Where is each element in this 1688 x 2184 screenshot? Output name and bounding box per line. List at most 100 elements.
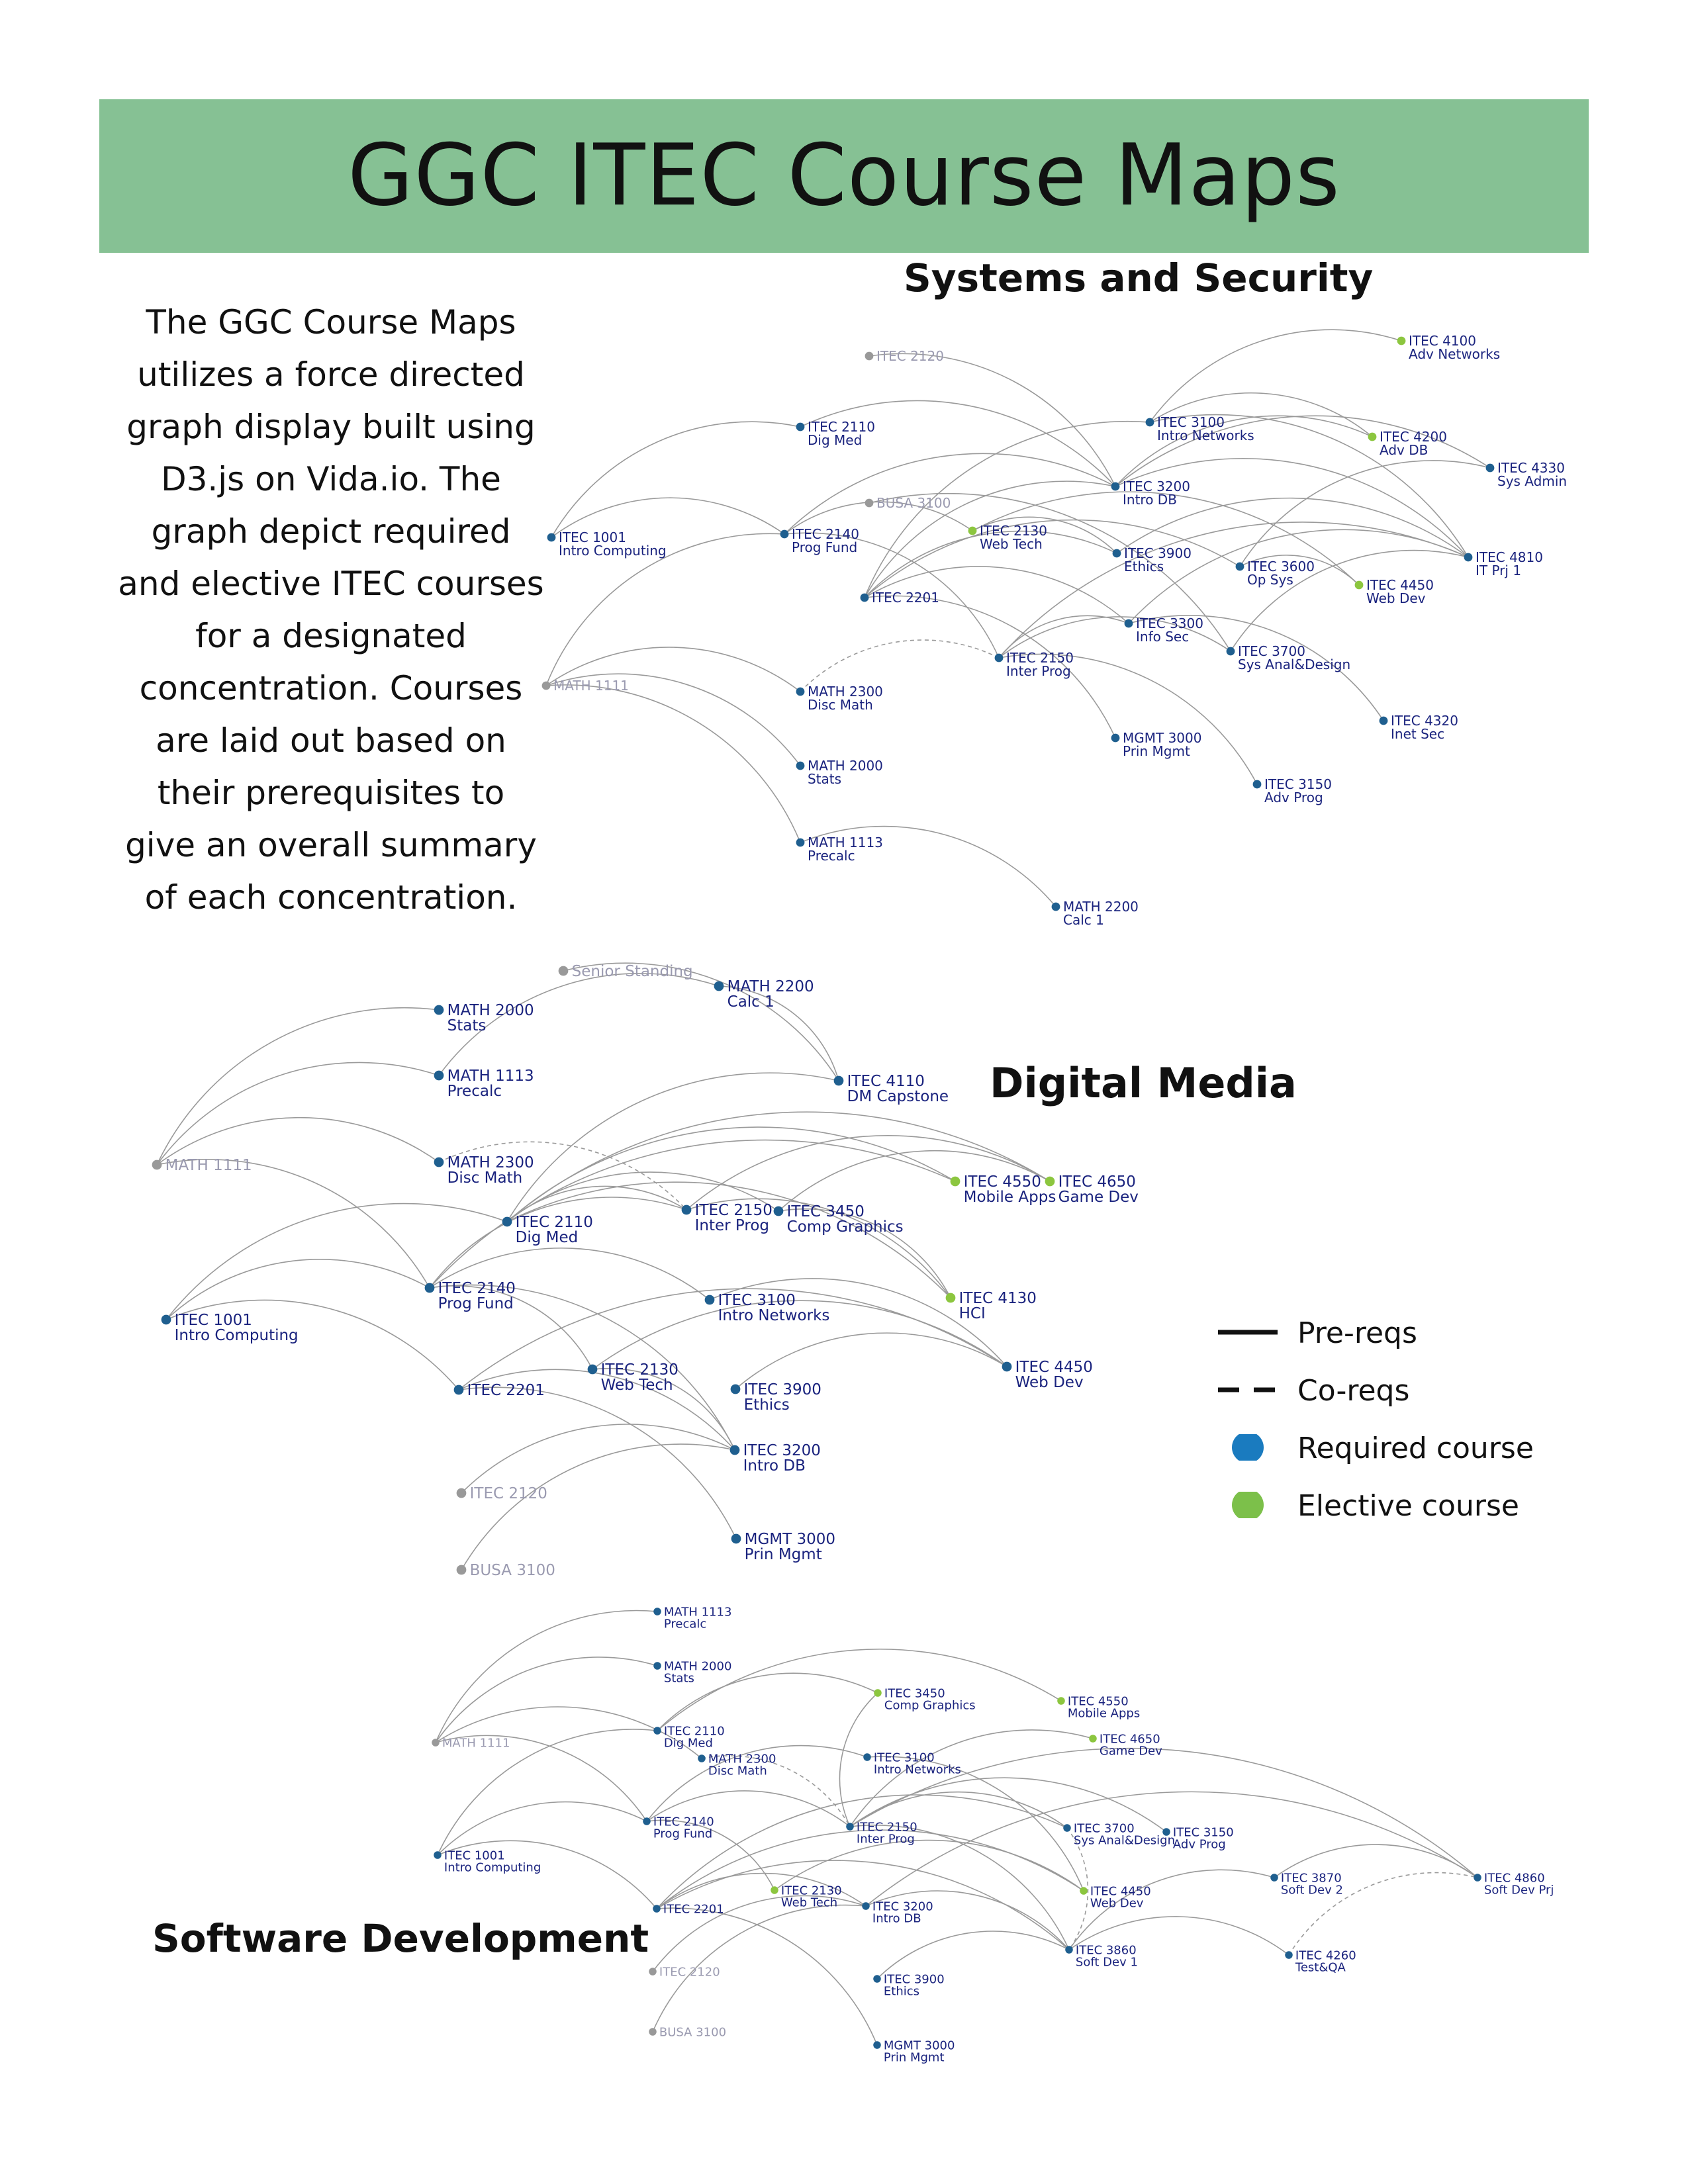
course-node-itec-2201[interactable]: ITEC 2201: [653, 1902, 724, 1916]
course-name: Inter Prog: [857, 1832, 915, 1846]
course-name: Dig Med: [516, 1229, 579, 1246]
course-node-itec-2120[interactable]: ITEC 2120: [649, 1965, 720, 1979]
course-node-math-1111[interactable]: MATH 1111: [541, 678, 629, 694]
prereq-edge: [156, 1159, 430, 1289]
course-dot: [649, 1968, 657, 1976]
course-node-itec-2120[interactable]: ITEC 2120: [456, 1485, 547, 1502]
course-name: Ethics: [884, 1984, 919, 1998]
course-node-math-1111[interactable]: MATH 1111: [152, 1157, 252, 1174]
prereq-edge: [865, 1890, 1070, 1950]
prereq-edge: [435, 1706, 702, 1759]
prereq-edge: [156, 1062, 440, 1165]
course-node-itec-2120[interactable]: ITEC 2120: [865, 348, 944, 364]
course-node-itec-2201[interactable]: ITEC 2201: [453, 1382, 545, 1399]
course-node-busa-3100[interactable]: BUSA 3100: [865, 495, 951, 511]
course-node-senior-standing[interactable]: Senior Standing: [558, 963, 693, 980]
course-name: Prog Fund: [438, 1295, 514, 1312]
prereq-edge: [735, 1332, 1008, 1390]
course-dot: [1162, 1828, 1170, 1836]
course-node-busa-3100[interactable]: BUSA 3100: [649, 2025, 726, 2039]
intro-line: and elective ITEC courses: [118, 565, 544, 603]
course-node-math-1111[interactable]: MATH 1111: [432, 1736, 510, 1750]
course-dot: [161, 1314, 171, 1325]
course-dot: [456, 1488, 467, 1498]
course-node-itec-2201[interactable]: ITEC 2201: [860, 590, 939, 606]
course-node-busa-3100[interactable]: BUSA 3100: [456, 1562, 555, 1579]
course-code: MGMT 3000: [745, 1531, 835, 1548]
software-development-title: Software Development: [152, 1916, 649, 1961]
intro-paragraph: The GGC Course Maps utilizes a force dir…: [99, 296, 563, 924]
prereq-edge: [849, 1777, 1167, 1833]
prereq-edge: [437, 1840, 657, 1909]
prereq-edge: [506, 1111, 1051, 1222]
prereq-edge: [1239, 555, 1360, 586]
course-code: ITEC 4650: [1100, 1732, 1160, 1746]
course-dot: [643, 1817, 651, 1825]
